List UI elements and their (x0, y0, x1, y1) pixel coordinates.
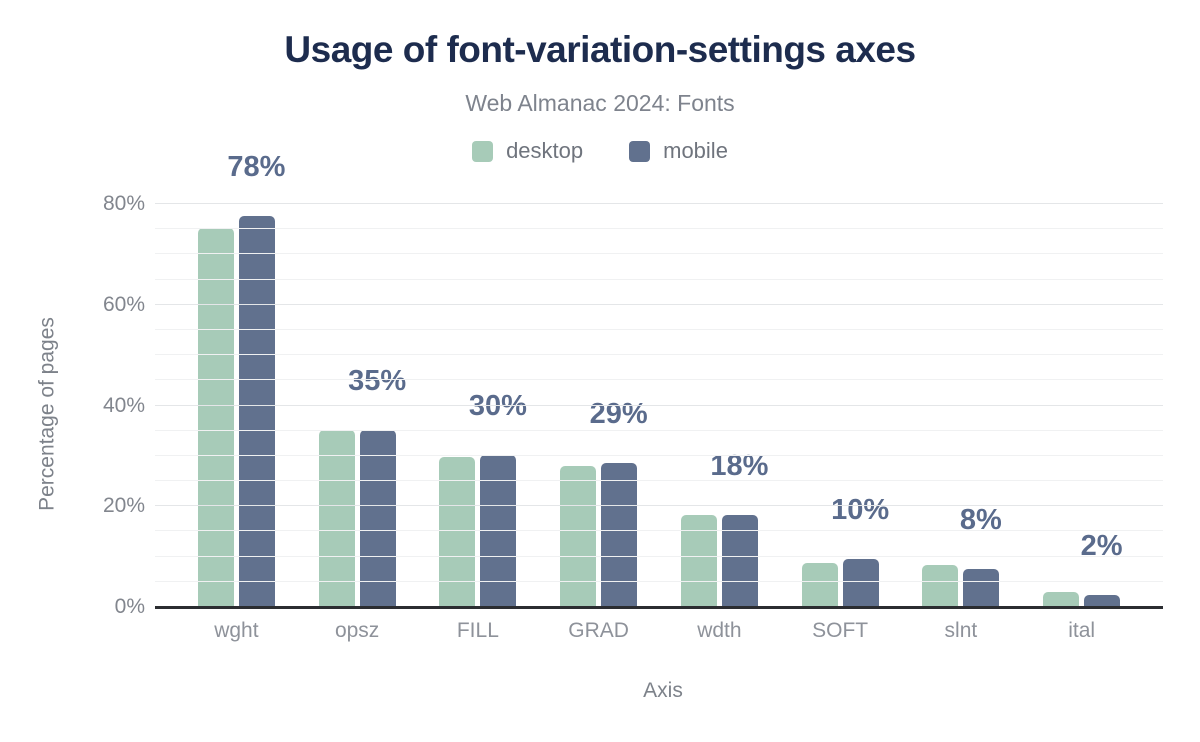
x-tick-label-slnt: slnt (944, 619, 978, 642)
bar-group-FILL: 30% (418, 204, 539, 607)
legend: desktop mobile (0, 140, 1200, 162)
value-label-wdth: 18% (710, 450, 769, 483)
legend-label-desktop: desktop (506, 138, 584, 163)
value-label-slnt: 8% (959, 504, 1002, 537)
gridline (155, 505, 1163, 507)
value-label-GRAD: 29% (589, 397, 648, 430)
gridline (155, 480, 1163, 482)
bar-desktop-SOFT[interactable] (801, 563, 838, 607)
y-tick-label: 80% (102, 192, 145, 215)
bar-group-SOFT: 10% (780, 204, 901, 607)
chart-subtitle: Web Almanac 2024: Fonts (465, 90, 735, 116)
value-label-SOFT: 10% (831, 493, 890, 526)
bar-mobile-wdth[interactable] (721, 515, 758, 607)
gridline (155, 429, 1163, 431)
bar-mobile-GRAD[interactable] (601, 462, 638, 607)
bar-group-slnt: 8% (901, 204, 1022, 607)
bar-desktop-ital[interactable] (1043, 591, 1080, 607)
gridline (155, 580, 1163, 582)
x-tick-label-opsz: opsz (334, 619, 380, 642)
gridline (155, 354, 1163, 356)
gridline (155, 555, 1163, 557)
gridline (155, 278, 1163, 280)
x-axis-title: Axis (643, 679, 683, 702)
desktop-swatch-icon (472, 140, 494, 162)
gridline (155, 404, 1163, 406)
mobile-swatch-icon (629, 140, 651, 162)
x-tick-label-wght: wght (214, 619, 259, 642)
bar-group-wdth: 18% (659, 204, 780, 607)
value-label-FILL: 30% (468, 390, 527, 423)
bar-desktop-wdth[interactable] (680, 515, 717, 607)
bar-mobile-SOFT[interactable] (842, 558, 879, 607)
bar-desktop-opsz[interactable] (318, 430, 355, 607)
gridline (155, 328, 1163, 330)
bar-desktop-wght[interactable] (197, 228, 234, 607)
bar-mobile-wght[interactable] (238, 215, 275, 607)
y-tick-label: 60% (102, 292, 145, 316)
legend-label-mobile: mobile (663, 138, 728, 163)
x-tick-label-wdth: wdth (697, 619, 742, 642)
x-axis-line (155, 606, 1163, 609)
bar-desktop-slnt[interactable] (922, 565, 959, 607)
value-label-opsz: 35% (348, 364, 407, 397)
gridline (155, 303, 1163, 305)
bar-group-ital: 2% (1021, 204, 1142, 607)
bar-mobile-opsz[interactable] (359, 429, 396, 607)
gridline (155, 379, 1163, 381)
y-tick-label: 20% (102, 494, 145, 518)
x-tick-label-ital: ital (1068, 619, 1096, 642)
gridline (155, 253, 1163, 255)
y-axis-title: Percentage of pages (35, 317, 59, 511)
value-label-ital: 2% (1080, 530, 1123, 563)
plot-area: 78% 35% 30% 29% 18% 10% 8% 2% (155, 152, 1163, 609)
legend-item-mobile[interactable]: mobile (629, 140, 728, 162)
gridline (155, 228, 1163, 230)
value-label-wght: 78% (227, 150, 286, 183)
y-tick-label: 0% (114, 595, 145, 618)
bar-groups: 78% 35% 30% 29% 18% 10% 8% 2% (155, 152, 1163, 607)
x-tick-label-SOFT: SOFT (812, 619, 869, 642)
bar-group-wght: 78% (176, 152, 297, 607)
bar-desktop-FILL[interactable] (439, 457, 476, 607)
gridline (155, 530, 1163, 532)
y-tick-label: 40% (102, 393, 145, 417)
legend-item-desktop[interactable]: desktop (472, 140, 583, 162)
gridline (155, 454, 1163, 456)
bar-group-opsz: 35% (297, 204, 418, 607)
bar-group-GRAD: 29% (538, 204, 659, 607)
bar-desktop-GRAD[interactable] (560, 466, 597, 607)
bar-mobile-ital[interactable] (1084, 595, 1121, 607)
bar-mobile-slnt[interactable] (963, 569, 1000, 607)
x-tick-labels: wght opsz FILL GRAD wdth SOFT slnt ital (155, 620, 1163, 641)
x-tick-label-FILL: FILL (456, 619, 499, 642)
gridline (155, 203, 1163, 204)
x-tick-label-GRAD: GRAD (568, 619, 629, 642)
chart-title: Usage of font-variation-settings axes (284, 29, 916, 70)
